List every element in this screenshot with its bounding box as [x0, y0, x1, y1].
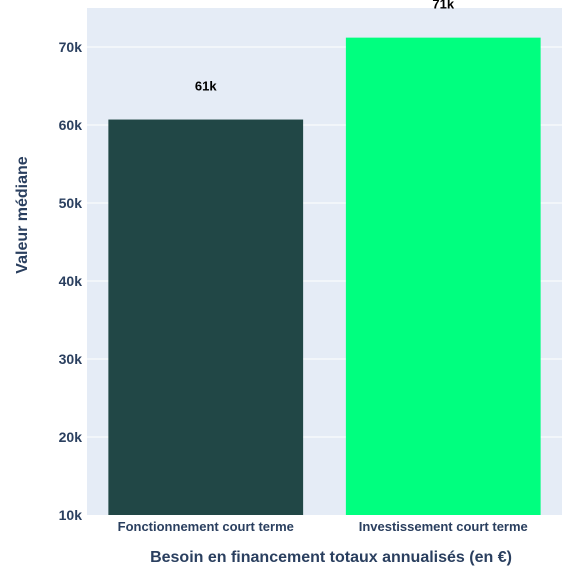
x-category-label: Fonctionnement court terme: [118, 519, 294, 534]
x-category-label: Investissement court terme: [359, 519, 528, 534]
y-axis-ticks: 10k 20k 30k 40k 50k 60k 70k: [59, 39, 83, 523]
bar: [345, 37, 541, 515]
bar: [108, 119, 304, 515]
y-tick-label: 20k: [59, 429, 83, 445]
bar-data-label: 71k: [432, 0, 454, 12]
y-tick-label: 50k: [59, 195, 83, 211]
bar-data-label: 61k: [195, 79, 217, 94]
bars: [108, 37, 541, 515]
data-labels: 61k 71k: [195, 0, 455, 94]
y-tick-label: 40k: [59, 273, 83, 289]
x-axis-title: Besoin en financement totaux annualisés …: [150, 549, 512, 566]
y-tick-label: 60k: [59, 117, 83, 133]
y-tick-label: 30k: [59, 351, 83, 367]
y-tick-label: 70k: [59, 39, 83, 55]
y-axis-title: Valeur médiane: [14, 156, 31, 273]
y-tick-label: 10k: [59, 507, 83, 523]
x-axis-categories: Fonctionnement court terme Investissement…: [118, 519, 528, 534]
